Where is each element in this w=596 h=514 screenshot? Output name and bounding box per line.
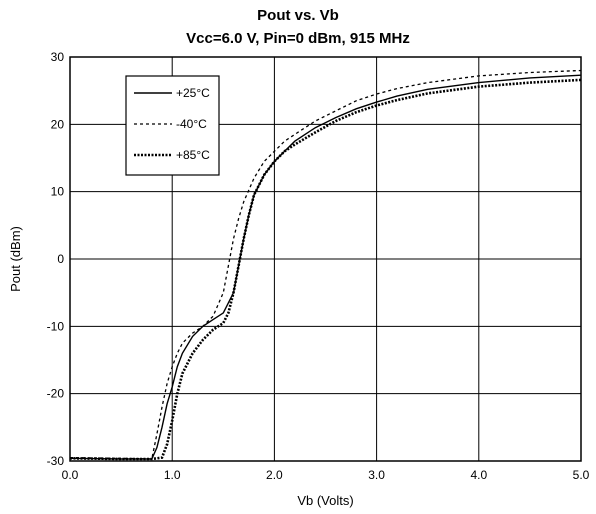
x-tick-label: 5.0 — [573, 468, 590, 482]
x-tick-label: 4.0 — [470, 468, 487, 482]
y-tick-label: 0 — [57, 252, 64, 266]
series-line-1 — [69, 74, 582, 460]
x-tick-label: 3.0 — [368, 468, 385, 482]
tick-labels: 0.0 1.0 2.0 3.0 4.0 5.0 30 20 10 0 -10 -20 -30 — [47, 50, 590, 482]
legend: +25°C -40°C +85°C — [125, 75, 220, 176]
chart-title: Pout vs. Vb — [257, 7, 339, 24]
x-tick-label: 1.0 — [164, 468, 181, 482]
x-axis-label: Vb (Volts) — [297, 493, 353, 508]
y-tick-label: 20 — [51, 117, 65, 131]
y-tick-label: -30 — [47, 454, 65, 468]
y-tick-label: -20 — [47, 387, 65, 401]
chart-subtitle: Vcc=6.0 V, Pin=0 dBm, 915 MHz — [186, 30, 410, 47]
series-line-2 — [69, 69, 582, 460]
x-tick-label: 2.0 — [266, 468, 283, 482]
series-line-3 — [69, 78, 582, 461]
y-tick-label: 10 — [51, 185, 65, 199]
legend-label-2: -40°C — [176, 117, 207, 131]
y-axis-label: Pout (dBm) — [8, 226, 23, 292]
legend-label-3: +85°C — [176, 148, 210, 162]
y-tick-label: 30 — [51, 50, 65, 64]
y-tick-label: -10 — [47, 319, 65, 333]
legend-label-1: +25°C — [176, 86, 210, 100]
x-tick-label: 0.0 — [62, 468, 79, 482]
series-layer — [69, 69, 582, 461]
plot-frame — [69, 56, 582, 462]
